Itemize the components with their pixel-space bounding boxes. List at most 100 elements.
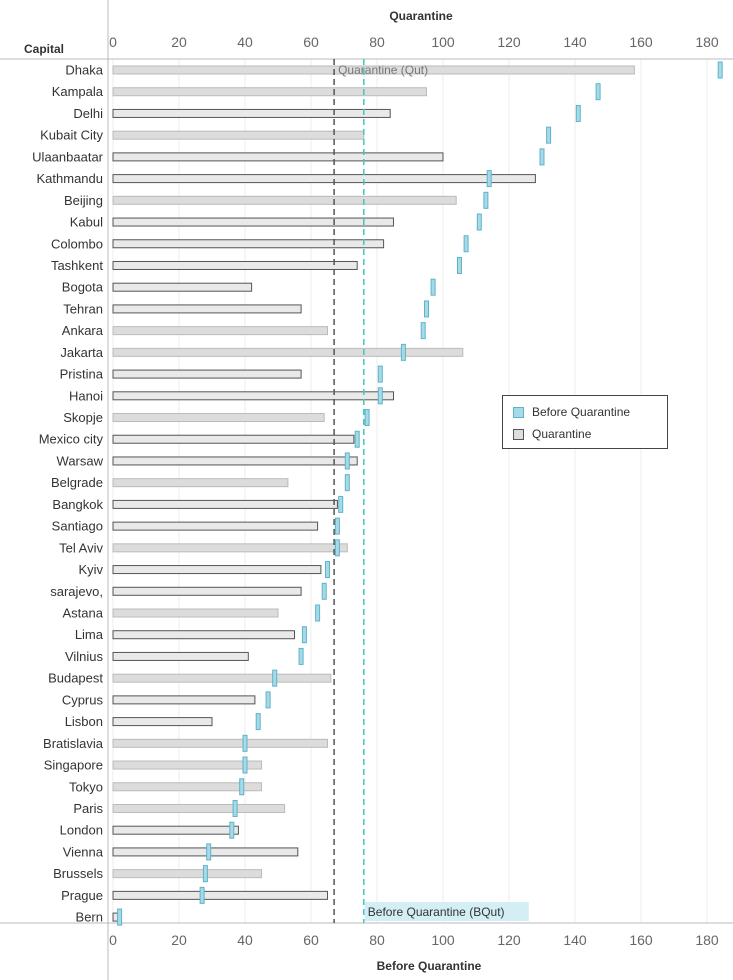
category-label: Singapore <box>44 758 103 773</box>
quarantine-bar <box>112 456 358 466</box>
category-label: Paris <box>73 801 103 816</box>
quarantine-bar <box>112 195 457 205</box>
before-quarantine-tick <box>364 409 370 427</box>
quarantine-bar <box>112 174 536 184</box>
bottom-tick-label: 100 <box>431 932 455 948</box>
before-quarantine-tick <box>239 778 245 796</box>
data-row: Bratislavia <box>43 734 328 752</box>
legend: Before Quarantine Quarantine <box>502 395 668 449</box>
quarantine-bar <box>112 608 279 618</box>
quarantine-bar <box>112 760 262 770</box>
category-label: Tokyo <box>69 779 103 794</box>
category-label: London <box>60 823 103 838</box>
bottom-tick-label: 120 <box>497 932 521 948</box>
category-label: Lima <box>75 627 104 642</box>
before-quarantine-tick <box>420 322 426 340</box>
top-tick-label: 80 <box>369 34 385 50</box>
category-label: Bern <box>76 910 103 925</box>
category-label: Kathmandu <box>37 171 104 186</box>
quarantine-bar <box>112 673 332 683</box>
bottom-tick-labels: 0 20 40 60 80 100 120 140 160 180 <box>109 932 719 948</box>
quarantine-bar <box>112 695 256 705</box>
category-label: Vilnius <box>65 649 104 664</box>
top-tick-label: 40 <box>237 34 253 50</box>
category-label: Tehran <box>63 301 103 316</box>
quarantine-bar <box>112 890 328 900</box>
bottom-tick-label: 160 <box>629 932 653 948</box>
top-axis-title: Quarantine <box>389 9 453 23</box>
data-row: Tehran <box>63 300 429 318</box>
quarantine-bar <box>112 413 325 423</box>
bottom-tick-label: 0 <box>109 932 117 948</box>
before-quarantine-tick <box>298 647 304 665</box>
before-quarantine-tick <box>272 669 278 687</box>
data-row: sarajevo, <box>50 582 327 600</box>
data-row: Warsaw <box>57 452 358 470</box>
data-row: Belgrade <box>51 474 350 492</box>
before-quarantine-tick <box>242 734 248 752</box>
before-quarantine-tick <box>265 691 271 709</box>
before-quarantine-tick <box>546 126 552 144</box>
before-quarantine-tick <box>242 756 248 774</box>
quarantine-bar <box>112 304 302 314</box>
quarantine-bar <box>112 347 464 357</box>
data-row: Ulaanbaatar <box>32 148 545 166</box>
before-quarantine-tick <box>430 278 436 296</box>
bottom-tick-label: 180 <box>695 932 719 948</box>
before-quarantine-tick <box>476 213 482 231</box>
bottom-tick-label: 60 <box>303 932 319 948</box>
before-quarantine-tick <box>232 799 238 817</box>
legend-item-quarantine[interactable]: Quarantine <box>513 423 667 445</box>
before-quarantine-tick <box>315 604 321 622</box>
data-rows: Dhaka Kampala Delhi Kubait City Ulaanbaatar K… <box>32 61 723 926</box>
before-quarantine-tick <box>424 300 429 318</box>
legend-swatch-before-quarantine <box>513 406 524 418</box>
quarantine-bar <box>112 282 253 292</box>
quarantine-bar <box>112 543 348 553</box>
quarantine-bar <box>112 521 319 531</box>
quarantine-bar <box>112 717 213 727</box>
data-row: Tashkent <box>51 256 462 274</box>
before-quarantine-tick <box>325 561 330 579</box>
before-quarantine-tick <box>717 61 723 79</box>
category-label: Kabul <box>70 215 103 230</box>
category-label: Hanoi <box>69 388 103 403</box>
data-row: Santiago <box>52 517 340 535</box>
gridlines <box>112 59 708 923</box>
data-row: Lima <box>75 626 307 644</box>
category-label: Prague <box>61 888 103 903</box>
quarantine-bar <box>112 87 427 97</box>
before-quarantine-tick <box>229 821 235 839</box>
quarantine-bar <box>112 499 338 509</box>
category-label: Santiago <box>52 519 103 534</box>
quarantine-bar <box>112 434 355 444</box>
category-label: Beijing <box>64 193 103 208</box>
data-row: Kathmandu <box>37 170 536 188</box>
category-label: sarajevo, <box>50 584 103 599</box>
before-quarantine-tick <box>483 191 489 209</box>
data-row: Kampala <box>52 83 601 101</box>
top-tick-label: 180 <box>695 34 719 50</box>
bottom-tick-label: 80 <box>369 932 385 948</box>
legend-label-quarantine: Quarantine <box>532 427 592 441</box>
legend-item-before-quarantine[interactable]: Before Quarantine <box>513 401 667 423</box>
before-quarantine-tick <box>486 170 492 188</box>
category-label: Warsaw <box>57 453 104 468</box>
bottom-tick-label: 140 <box>563 932 587 948</box>
before-quarantine-reference-label: Before Quarantine (BQut) <box>368 905 505 919</box>
top-tick-label: 20 <box>171 34 187 50</box>
quarantine-bar <box>112 478 289 488</box>
quarantine-bar <box>112 326 328 336</box>
quarantine-bar <box>112 152 444 162</box>
top-tick-labels: 0 20 40 60 80 100 120 140 160 180 <box>109 34 719 50</box>
before-quarantine-tick <box>117 908 123 926</box>
top-tick-label: 140 <box>563 34 587 50</box>
category-label: Dhaka <box>65 63 103 78</box>
before-quarantine-tick <box>199 886 205 904</box>
before-quarantine-tick <box>255 713 261 731</box>
legend-label-before-quarantine: Before Quarantine <box>532 405 631 419</box>
before-quarantine-tick <box>400 343 406 361</box>
data-row: Bangkok <box>52 495 344 513</box>
top-tick-label: 100 <box>431 34 455 50</box>
before-quarantine-tick <box>463 235 469 253</box>
